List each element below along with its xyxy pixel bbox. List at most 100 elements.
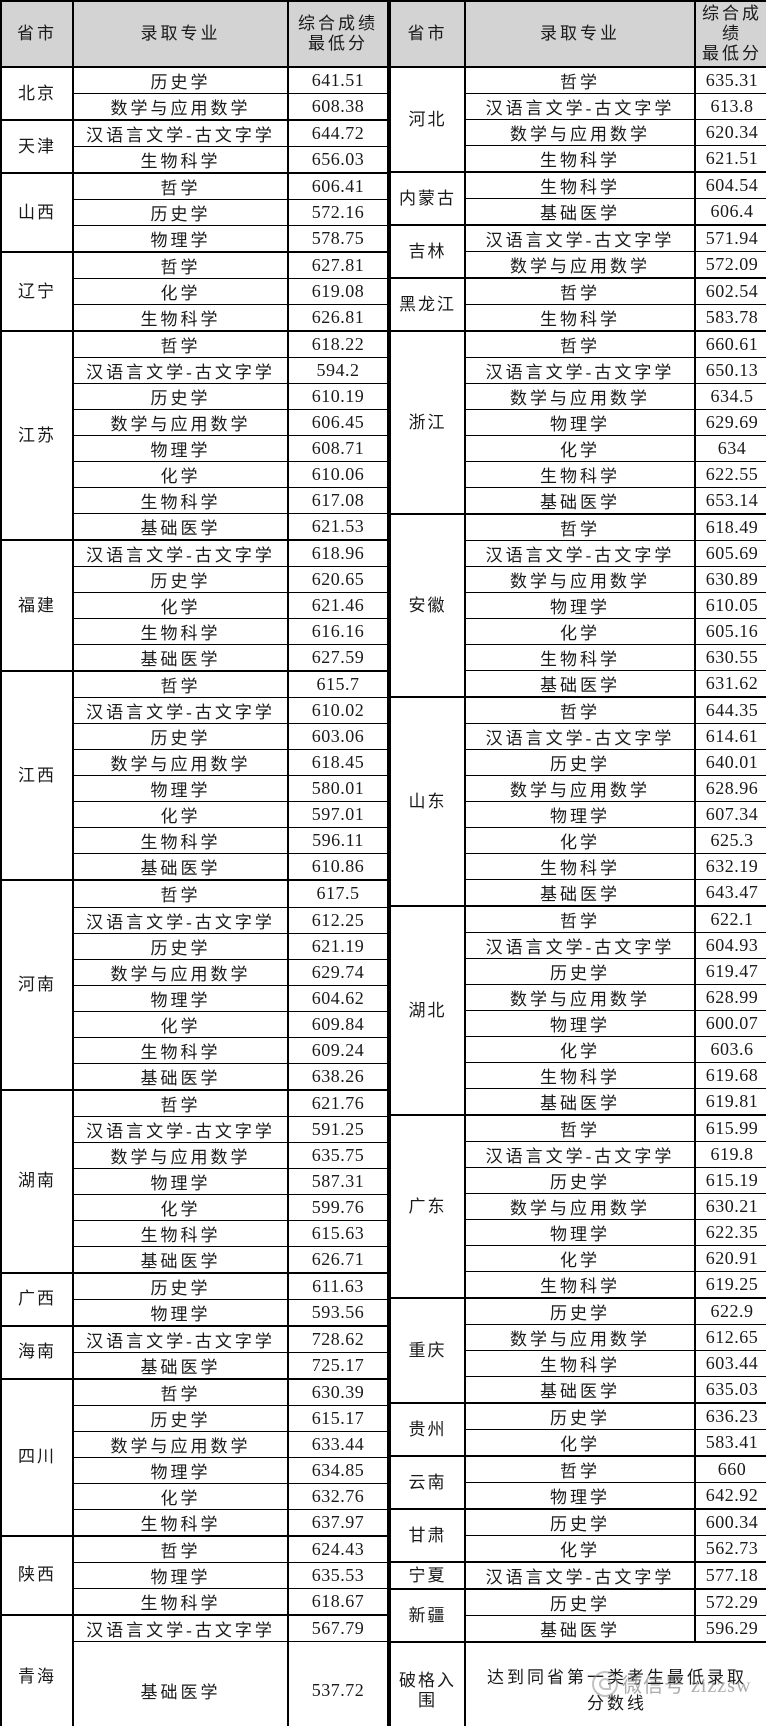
major-cell: 化学 <box>72 1010 289 1038</box>
score-cell: 610.05 <box>694 592 766 619</box>
table-row: 数学与应用数学 572.09 <box>390 251 766 279</box>
major-cell: 生物科学 <box>72 487 289 515</box>
major-cell: 哲学 <box>72 1534 289 1563</box>
table-row: 甘肃 历史学 600.34 <box>389 1508 766 1563</box>
major-cell: 哲学 <box>72 670 289 699</box>
score-cell: 618.49 <box>694 513 766 541</box>
score-cell: 617.08 <box>287 487 389 515</box>
table-row: 数学与应用数学 606.45 <box>1 409 389 437</box>
score-cell: 610.06 <box>287 461 389 489</box>
score-header: 综合成 绩 最低分 <box>694 0 766 68</box>
score-cell: 725.17 <box>287 1351 389 1380</box>
major-cell: 历史学 <box>72 66 289 95</box>
score-cell: 617.5 <box>287 879 389 908</box>
major-cell: 汉语言文学-古文字学 <box>72 906 289 934</box>
score-cell: 607.34 <box>694 801 766 828</box>
major-cell: 化学 <box>72 801 289 829</box>
major-cell: 基础医学 <box>464 487 696 515</box>
score-cell: 605.69 <box>694 540 766 567</box>
major-cell: 数学与应用数学 <box>72 958 289 986</box>
table-row: 基础医学 635.03 <box>390 1376 766 1404</box>
score-cell: 613.8 <box>694 93 766 120</box>
table-row: 生物科学 616.16 <box>1 618 389 646</box>
major-cell: 物理学 <box>464 801 696 828</box>
major-cell: 数学与应用数学 <box>464 119 696 146</box>
province-cell: 湖南 <box>0 1088 74 1274</box>
score-cell: 637.97 <box>287 1508 389 1537</box>
table-row: 基础医学 596.29 <box>390 1615 766 1643</box>
table-row: 贵州 历史学 636.23 <box>389 1402 766 1457</box>
major-cell: 数学与应用数学 <box>464 775 696 802</box>
table-row: 重庆 历史学 622.9 <box>389 1297 766 1404</box>
score-cell: 634.85 <box>287 1456 389 1484</box>
score-header: 综合成绩 最低分 <box>287 0 389 68</box>
major-cell: 汉语言文学-古文字学 <box>464 540 696 567</box>
score-cell: 619.47 <box>694 958 766 985</box>
major-cell: 物理学 <box>464 409 696 436</box>
score-cell: 628.99 <box>694 984 766 1011</box>
table-row: 生物科学 603.44 <box>390 1350 766 1377</box>
major-cell: 汉语言文学-古文字学 <box>464 357 696 384</box>
table-row: 数学与应用数学 628.96 <box>390 775 766 802</box>
score-cell: 567.79 <box>287 1613 389 1642</box>
score-cell: 634 <box>694 435 766 462</box>
major-cell: 化学 <box>464 1036 696 1063</box>
table-row: 生物科学 596.11 <box>1 827 389 855</box>
score-cell: 572.09 <box>694 251 766 279</box>
score-cell: 622.55 <box>694 461 766 488</box>
table-row: 汉语言文学-古文字学 614.61 <box>390 723 766 750</box>
score-cell: 635.31 <box>694 66 766 94</box>
score-cell: 618.45 <box>287 749 389 777</box>
province-cell: 黑龙江 <box>389 277 466 332</box>
major-cell: 生物科学 <box>464 171 696 199</box>
table-row: 数学与应用数学 634.5 <box>390 383 766 410</box>
score-cell: 618.67 <box>287 1587 389 1616</box>
major-cell: 化学 <box>464 1535 696 1563</box>
major-cell: 历史学 <box>72 383 289 411</box>
table-row: 浙江 哲学 660.61 <box>389 330 766 515</box>
major-cell: 哲学 <box>464 66 696 94</box>
table-row: 汉语言文学-古文字学 591.25 <box>1 1115 389 1143</box>
table-row: 天津 汉语言文学-古文字学 644.72 <box>0 119 389 174</box>
score-cell: 604.62 <box>287 984 389 1012</box>
major-cell: 物理学 <box>72 984 289 1012</box>
major-cell: 历史学 <box>464 1167 696 1194</box>
major-cell: 汉语言文学-古文字学 <box>72 1613 289 1642</box>
score-cell: 610.02 <box>287 697 389 725</box>
score-cell: 615.63 <box>287 1219 389 1247</box>
table-row: 山西 哲学 606.41 <box>0 172 389 253</box>
major-cell: 化学 <box>464 435 696 462</box>
province-cell: 宁夏 <box>389 1561 466 1590</box>
major-cell: 化学 <box>72 1193 289 1221</box>
major-cell: 哲学 <box>464 696 696 724</box>
score-cell: 660 <box>694 1455 766 1483</box>
major-cell: 物理学 <box>72 225 289 253</box>
table-row: 数学与应用数学 635.75 <box>1 1141 389 1169</box>
table-row: 广西 历史学 611.63 <box>0 1271 389 1327</box>
major-cell: 物理学 <box>464 1482 696 1510</box>
major-cell: 生物科学 <box>72 1219 289 1247</box>
score-cell: 633.44 <box>287 1430 389 1458</box>
table-row: 数学与应用数学 620.34 <box>390 119 766 146</box>
major-cell: 数学与应用数学 <box>464 383 696 410</box>
major-cell: 哲学 <box>72 330 289 359</box>
major-cell: 数学与应用数学 <box>464 251 696 279</box>
major-cell: 生物科学 <box>72 1036 289 1064</box>
score-cell: 609.84 <box>287 1010 389 1038</box>
province-cell: 广东 <box>389 1114 466 1299</box>
table-row: 新疆 历史学 572.29 <box>389 1588 766 1643</box>
table-row: 生物科学 619.25 <box>390 1271 766 1299</box>
score-cell: 660.61 <box>694 330 766 358</box>
province-cell: 吉林 <box>389 224 466 279</box>
major-cell: 汉语言文学-古文字学 <box>72 697 289 725</box>
major-cell: 汉语言文学-古文字学 <box>72 1324 289 1353</box>
score-cell: 606.4 <box>694 198 766 226</box>
table-row: 基础医学 653.14 <box>390 487 766 515</box>
major-cell: 生物科学 <box>464 644 696 671</box>
table-row: 化学 620.91 <box>390 1245 766 1272</box>
table-row: 生物科学 622.55 <box>390 461 766 488</box>
table-row: 历史学 615.19 <box>390 1167 766 1194</box>
table-row: 化学 562.73 <box>390 1535 766 1563</box>
table-row: 基础医学 725.17 <box>1 1351 389 1380</box>
table-row: 云南 哲学 660 <box>389 1455 766 1510</box>
